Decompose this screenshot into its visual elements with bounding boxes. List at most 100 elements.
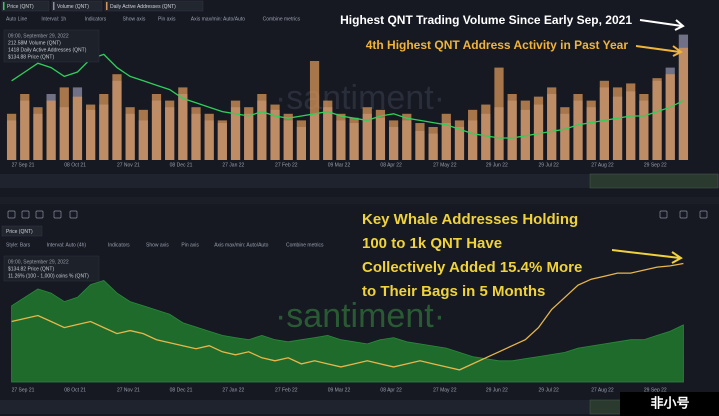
x-tick-label: 27 Nov 21 [117, 387, 140, 393]
bar [678, 47, 689, 160]
bar [560, 107, 570, 160]
bar [454, 120, 465, 160]
x-tick-label: 08 Dec 21 [170, 387, 193, 393]
toolbar-icon[interactable] [679, 210, 688, 219]
x-tick-label: 08 Oct 21 [64, 162, 86, 168]
tab[interactable] [104, 0, 204, 12]
bar [586, 100, 596, 160]
arrow [635, 45, 683, 57]
x-tick-label: 27 May 22 [433, 387, 457, 393]
tab-label: Daily Active Addresses (QNT) [110, 4, 176, 10]
tab[interactable] [1, 225, 43, 237]
toolbar-item[interactable]: Axis max/min: Auto/Auto [191, 16, 245, 22]
bar [20, 94, 30, 160]
bar [665, 74, 675, 160]
bar [481, 104, 491, 160]
bar [46, 100, 56, 160]
x-tick-label: 29 Jul 22 [539, 162, 560, 168]
tab[interactable] [51, 0, 103, 12]
toolbar-item[interactable]: Pin axis [181, 242, 199, 248]
logo: 非小号 [650, 395, 689, 410]
bar [178, 87, 188, 160]
annotation: Highest QNT Trading Volume Since Early S… [340, 13, 632, 27]
bar [217, 120, 227, 160]
x-tick-label: 27 Sep 21 [12, 387, 35, 393]
bar [547, 87, 557, 160]
bar [151, 94, 162, 160]
x-tick-label: 29 Sep 22 [644, 162, 667, 168]
toolbar-icon[interactable] [53, 210, 62, 219]
x-tick-label: 27 Jan 22 [222, 162, 244, 168]
bar [375, 109, 386, 160]
bar [573, 94, 583, 160]
bar [612, 87, 623, 160]
bar [388, 120, 399, 160]
navigator-window[interactable] [589, 173, 719, 189]
toolbar-item[interactable]: Interval: 1h [41, 16, 66, 22]
bar [494, 67, 504, 160]
tab-label: Price (QNT) [7, 4, 34, 10]
x-tick-label: 27 Aug 22 [591, 387, 614, 393]
legend-entry: 09:00, September 29, 2022 [8, 259, 69, 265]
toolbar-item[interactable]: Show axis [146, 242, 169, 248]
toolbar-item[interactable]: Auto Line [6, 16, 27, 22]
tab-swatch [3, 2, 5, 10]
annotation: Key Whale Addresses Holding [362, 211, 578, 228]
legend-entry: $134.82 Price (QNT) [8, 266, 54, 272]
x-tick-label: 27 Feb 22 [275, 387, 298, 393]
tab-label: Volume (QNT) [57, 4, 89, 10]
x-tick-label: 29 Sep 22 [644, 387, 667, 393]
bar [468, 109, 478, 160]
watermark: ·santiment· [275, 297, 445, 335]
toolbar-item[interactable]: Show axis [123, 16, 146, 22]
toolbar-item[interactable]: Indicators [108, 242, 130, 248]
toolbar-item[interactable]: Interval: Auto (4h) [47, 242, 87, 248]
arrow [611, 249, 683, 264]
bar [165, 100, 175, 160]
toolbar-item[interactable]: Indicators [85, 16, 107, 22]
tab-swatch [53, 2, 55, 10]
x-tick-label: 08 Apr 22 [380, 162, 402, 168]
x-tick-label: 27 Jan 22 [222, 387, 244, 393]
toolbar-item[interactable]: Combine metrics [286, 242, 324, 248]
toolbar-item[interactable]: Pin axis [158, 16, 176, 22]
bar [72, 96, 83, 160]
toolbar-icon[interactable] [699, 210, 708, 219]
toolbar-item[interactable]: Axis max/min: Auto/Auto [214, 242, 268, 248]
bar [520, 100, 530, 160]
toolbar-item[interactable]: Combine metrics [263, 16, 301, 22]
toolbar-icon[interactable] [7, 210, 16, 219]
annotation: Collectively Added 15.4% More [362, 259, 582, 276]
tab[interactable] [1, 0, 50, 12]
arrow [639, 19, 685, 31]
bar [336, 113, 346, 160]
bar [626, 83, 636, 160]
bar [507, 94, 517, 160]
legend-entry: 09:00, September 29, 2022 [8, 33, 69, 39]
bar [86, 104, 96, 160]
area [11, 279, 684, 383]
navigator [0, 174, 719, 188]
toolbar-icon[interactable] [35, 210, 44, 219]
bar [652, 78, 662, 160]
toolbar-icon[interactable] [69, 210, 78, 219]
bar [33, 107, 43, 160]
x-tick-label: 08 Dec 21 [170, 162, 193, 168]
bar [257, 94, 267, 160]
line [11, 262, 684, 371]
legend-entry: 212.58M Volume (QNT) [8, 40, 61, 46]
tab-label: Price (QNT) [6, 229, 33, 235]
x-tick-label: 08 Oct 21 [64, 387, 86, 393]
bar [533, 96, 544, 160]
toolbar-item[interactable]: Style: Bars [6, 242, 31, 248]
x-tick-label: 09 Mar 22 [328, 387, 351, 393]
bar [59, 87, 69, 160]
bar [230, 100, 241, 160]
annotation: 4th Highest QNT Address Activity in Past… [366, 38, 629, 52]
x-tick-label: 27 Feb 22 [275, 162, 298, 168]
legend-entry: 11.26% (100 - 1,000) coins % (QNT) [8, 273, 89, 279]
bar [6, 113, 17, 160]
toolbar-icon[interactable] [659, 210, 668, 219]
toolbar-icon[interactable] [21, 210, 30, 219]
